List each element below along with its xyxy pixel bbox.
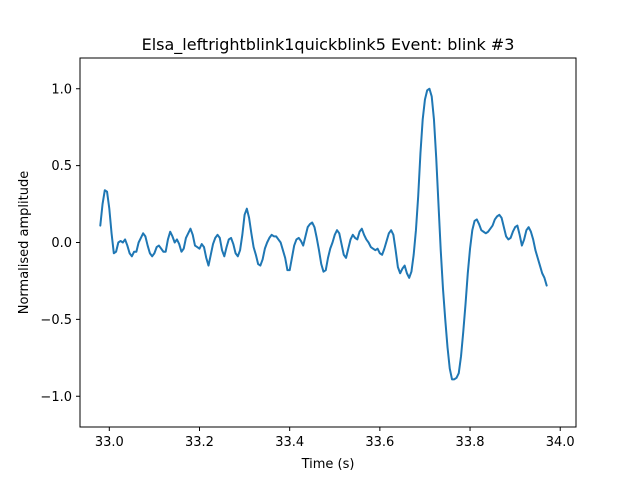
x-axis-ticks: 33.0 33.2 33.4 33.6 33.8 34.0 xyxy=(95,427,575,450)
x-tick-label: 33.4 xyxy=(275,435,304,450)
y-tick-label: −0.5 xyxy=(40,313,72,328)
plot-area-frame xyxy=(79,57,577,428)
x-tick-label: 33.2 xyxy=(185,435,214,450)
y-tick-label: 0.5 xyxy=(51,159,72,174)
y-axis-label: Normalised amplitude xyxy=(17,171,32,315)
chart-title: Elsa_leftrightblink1quickblink5 Event: b… xyxy=(142,35,515,55)
series-layer xyxy=(99,87,548,381)
x-tick-label: 33.6 xyxy=(365,435,394,450)
y-tick-label: 1.0 xyxy=(51,82,72,97)
x-axis-label: Time (s) xyxy=(301,457,355,472)
x-tick-label: 33.8 xyxy=(456,435,485,450)
y-tick-label: 0.0 xyxy=(51,236,72,251)
series-line xyxy=(99,87,548,381)
y-axis-ticks: −1.0 −0.5 0.0 0.5 1.0 xyxy=(40,82,80,405)
x-tick-label: 33.0 xyxy=(95,435,124,450)
y-tick-label: −1.0 xyxy=(40,390,72,405)
x-tick-label: 34.0 xyxy=(546,435,575,450)
